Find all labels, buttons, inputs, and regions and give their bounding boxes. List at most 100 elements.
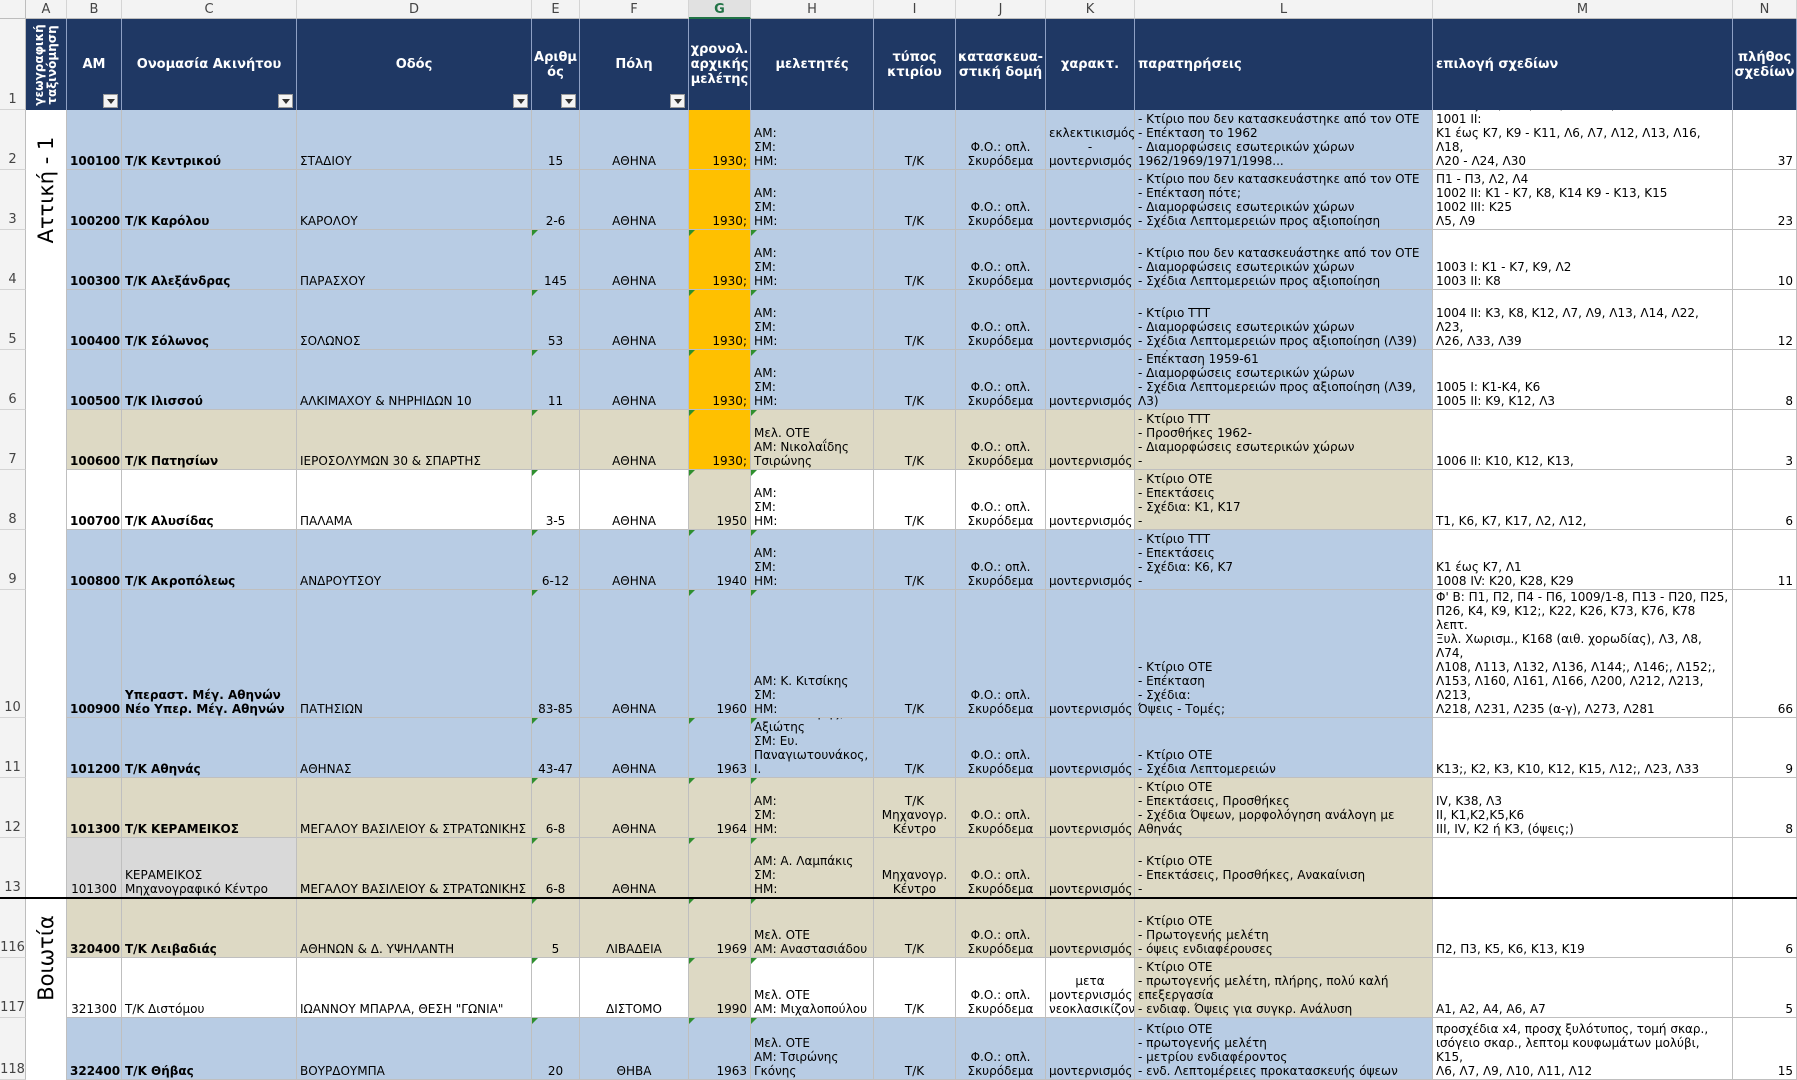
cell-drawings[interactable]: Κ1 έως Κ7, Λ1 1008 ΙV: Κ20, Κ28, Κ29 bbox=[1433, 530, 1733, 590]
cell-type[interactable]: Τ/Κ bbox=[874, 530, 956, 590]
cell-count[interactable]: 66 bbox=[1733, 590, 1797, 718]
cell-designers[interactable]: Μελ. ΟΤΕ ΑΜ: Τσιρώνης Γκόνης bbox=[751, 1018, 874, 1080]
cell-name[interactable]: Τ/Κ Θήβας bbox=[122, 1018, 297, 1080]
cell-count[interactable]: 3 bbox=[1733, 410, 1797, 470]
cell-type[interactable]: Τ/Κ bbox=[874, 350, 956, 410]
cell-type[interactable]: Μηχανογρ. Κέντρο bbox=[874, 838, 956, 898]
cell-street[interactable]: ΑΛΚΙΜΑΧΟΥ & ΝΗΡΗΙΔΩΝ 10 bbox=[297, 350, 532, 410]
cell-notes[interactable]: - Κτίριο που δεν κατασκευάστηκε από τον … bbox=[1135, 230, 1433, 290]
cell-structure[interactable]: Φ.Ο.: οπλ. Σκυρόδεμα bbox=[956, 1018, 1046, 1080]
cell-drawings[interactable]: Π23, Π24 Δρύινη επενδ. ανελκυστήρων Φ' Α… bbox=[1433, 590, 1733, 718]
cell-notes[interactable]: - Κτίριο ΤΤΤ - Επεκτάσεις - Σχέδια: Κ6, … bbox=[1135, 530, 1433, 590]
header-cell-h[interactable]: μελετητές bbox=[751, 19, 874, 110]
cell-year[interactable]: 1930; bbox=[689, 290, 751, 350]
column-header-c[interactable]: C bbox=[122, 0, 297, 19]
cell-city[interactable]: ΑΘΗΝΑ bbox=[580, 290, 689, 350]
cell-structure[interactable]: Φ.Ο.: οπλ. Σκυρόδεμα bbox=[956, 530, 1046, 590]
cell-city[interactable]: ΑΘΗΝΑ bbox=[580, 590, 689, 718]
column-header-f[interactable]: F bbox=[580, 0, 689, 19]
cell-name[interactable]: ΚΕΡΑΜΕΙΚΟΣ Μηχανογραφικό Κέντρο bbox=[122, 838, 297, 898]
cell-designers[interactable]: Μελ. ΟΤΕ ΑΜ: Μιχαλοπούλου bbox=[751, 958, 874, 1018]
cell-city[interactable]: ΘΗΒΑ bbox=[580, 1018, 689, 1080]
cell-name[interactable]: Τ/Κ Λειβαδιάς bbox=[122, 898, 297, 958]
cell-notes[interactable]: - Κτίριο ΤΤΤ - Προσθήκες 1962- - Διαμορφ… bbox=[1135, 410, 1433, 470]
cell-year[interactable]: 1960 bbox=[689, 590, 751, 718]
cell-drawings[interactable]: Τ1, Κ6, Κ7, Κ17, Λ2, Λ12, bbox=[1433, 470, 1733, 530]
cell-drawings[interactable]: Α1, Α2, Α4, Α6, Α7 bbox=[1433, 958, 1733, 1018]
cell-am[interactable]: 100600 bbox=[67, 410, 122, 470]
cell-structure[interactable]: Φ.Ο.: οπλ. Σκυρόδεμα bbox=[956, 898, 1046, 958]
cell-designers[interactable]: ΑΜ: Κ. Μπίρης, Γ. Αξιώτης ΣΜ: Ευ. Παναγι… bbox=[751, 718, 874, 778]
cell-count[interactable]: 23 bbox=[1733, 170, 1797, 230]
cell-city[interactable]: ΑΘΗΝΑ bbox=[580, 410, 689, 470]
cell-year[interactable]: 1930; bbox=[689, 410, 751, 470]
cell-city[interactable]: ΑΘΗΝΑ bbox=[580, 110, 689, 170]
row-header[interactable]: 117 bbox=[0, 958, 26, 1018]
cell-type[interactable]: Τ/Κ bbox=[874, 410, 956, 470]
cell-designers[interactable]: ΑΜ: Α. Λαμπάκις ΣΜ: ΗΜ: bbox=[751, 838, 874, 898]
column-header-n[interactable]: N bbox=[1733, 0, 1797, 19]
cell-drawings[interactable]: Π2, Π3, Κ5, Κ6, Κ13, Κ19 bbox=[1433, 898, 1733, 958]
cell-notes[interactable]: - Κτίριο ΤΤΤ - Διαμορφώσεις εσωτερικών χ… bbox=[1135, 290, 1433, 350]
cell-year[interactable]: 1964 bbox=[689, 778, 751, 838]
cell-character[interactable]: μοντερνισμός bbox=[1046, 170, 1135, 230]
header-cell-j[interactable]: κατασκευα- στική δομή bbox=[956, 19, 1046, 110]
row-header[interactable]: 7 bbox=[0, 410, 26, 470]
cell-street[interactable]: ΠΑΡΑΣΧΟΥ bbox=[297, 230, 532, 290]
cell-city[interactable]: ΛΙΒΑΔΕΙΑ bbox=[580, 898, 689, 958]
cell-num[interactable]: 145 bbox=[532, 230, 580, 290]
cell-city[interactable]: ΑΘΗΝΑ bbox=[580, 838, 689, 898]
cell-drawings[interactable]: 1005 Ι: Κ1-Κ4, Κ6 1005 ΙΙ: Κ9, Κ12, Λ3 bbox=[1433, 350, 1733, 410]
cell-name[interactable]: Τ/Κ Ιλισσού bbox=[122, 350, 297, 410]
cell-type[interactable]: Τ/Κ bbox=[874, 958, 956, 1018]
cell-character[interactable]: μοντερνισμός bbox=[1046, 290, 1135, 350]
cell-structure[interactable]: Φ.Ο.: οπλ. Σκυρόδεμα bbox=[956, 590, 1046, 718]
cell-name[interactable]: Τ/Κ Αλυσίδας bbox=[122, 470, 297, 530]
cell-name[interactable]: Τ/Κ Σόλωνος bbox=[122, 290, 297, 350]
cell-count[interactable]: 12 bbox=[1733, 290, 1797, 350]
cell-street[interactable]: ΑΘΗΝΩΝ & Δ. ΥΨΗΛΑΝΤΗ bbox=[297, 898, 532, 958]
column-header-g[interactable]: G bbox=[689, 0, 751, 19]
cell-structure[interactable]: Φ.Ο.: οπλ. Σκυρόδεμα bbox=[956, 470, 1046, 530]
cell-structure[interactable]: Φ.Ο.: οπλ. Σκυρόδεμα bbox=[956, 350, 1046, 410]
cell-street[interactable]: ΣΤΑΔΙΟΥ bbox=[297, 110, 532, 170]
column-header-h[interactable]: H bbox=[751, 0, 874, 19]
cell-num[interactable]: 15 bbox=[532, 110, 580, 170]
cell-drawings[interactable]: Π1 - Π3, Λ2, Λ4 1002 ΙΙ: Κ1 - Κ7, Κ8, Κ1… bbox=[1433, 170, 1733, 230]
cell-street[interactable]: ΑΘΗΝΑΣ bbox=[297, 718, 532, 778]
header-cell-a[interactable]: γεωγραφική ταξινόμηση bbox=[26, 19, 67, 110]
cell-structure[interactable]: Φ.Ο.: οπλ. Σκυρόδεμα bbox=[956, 110, 1046, 170]
cell-count[interactable]: 15 bbox=[1733, 1018, 1797, 1080]
cell-count[interactable]: 6 bbox=[1733, 898, 1797, 958]
cell-character[interactable]: μοντερνισμός bbox=[1046, 898, 1135, 958]
cell-street[interactable]: ΚΑΡΟΛΟΥ bbox=[297, 170, 532, 230]
cell-year[interactable]: 1950 bbox=[689, 470, 751, 530]
cell-type[interactable]: Τ/Κ bbox=[874, 110, 956, 170]
cell-street[interactable]: ΜΕΓΑΛΟΥ ΒΑΣΙΛΕΙΟΥ & ΣΤΡΑΤΩΝΙΚΗΣ bbox=[297, 778, 532, 838]
cell-city[interactable]: ΑΘΗΝΑ bbox=[580, 470, 689, 530]
row-header[interactable]: 2 bbox=[0, 110, 26, 170]
cell-city[interactable]: ΑΘΗΝΑ bbox=[580, 350, 689, 410]
column-header-k[interactable]: K bbox=[1046, 0, 1135, 19]
header-cell-g[interactable]: χρονολ. αρχικής μελέτης bbox=[689, 19, 751, 110]
cell-street[interactable]: ΠΑΤΗΣΙΩΝ bbox=[297, 590, 532, 718]
cell-character[interactable]: μοντερνισμός bbox=[1046, 778, 1135, 838]
cell-count[interactable]: 8 bbox=[1733, 350, 1797, 410]
cell-notes[interactable]: - Κτίριο ΟΤΕ - πρωτογενής μελέτη, πλήρης… bbox=[1135, 958, 1433, 1018]
cell-character[interactable]: μετα μοντερνισμός νεοκλασικίζον bbox=[1046, 958, 1135, 1018]
cell-character[interactable]: μοντερνισμός bbox=[1046, 470, 1135, 530]
cell-notes[interactable]: - Κτίριο ΟΤΕ - Επέκταση - Σχέδια: Όψεις … bbox=[1135, 590, 1433, 718]
cell-character[interactable]: μοντερνισμός bbox=[1046, 838, 1135, 898]
cell-street[interactable]: ΙΕΡΟΣΟΛΥΜΩΝ 30 & ΣΠΑΡΤΗΣ bbox=[297, 410, 532, 470]
header-cell-b[interactable]: ΑΜ bbox=[67, 19, 122, 110]
cell-city[interactable]: ΔΙΣΤΟΜΟ bbox=[580, 958, 689, 1018]
cell-designers[interactable]: Μελ. ΟΤΕ ΑΜ: Αναστασιάδου bbox=[751, 898, 874, 958]
row-header[interactable]: 11 bbox=[0, 718, 26, 778]
row-header[interactable]: 118 bbox=[0, 1018, 26, 1080]
header-cell-d[interactable]: Οδός bbox=[297, 19, 532, 110]
cell-name[interactable]: Τ/Κ Καρόλου bbox=[122, 170, 297, 230]
cell-num[interactable]: 2-6 bbox=[532, 170, 580, 230]
cell-designers[interactable]: ΑΜ: ΣΜ: ΗΜ: bbox=[751, 290, 874, 350]
cell-num[interactable]: 5 bbox=[532, 898, 580, 958]
